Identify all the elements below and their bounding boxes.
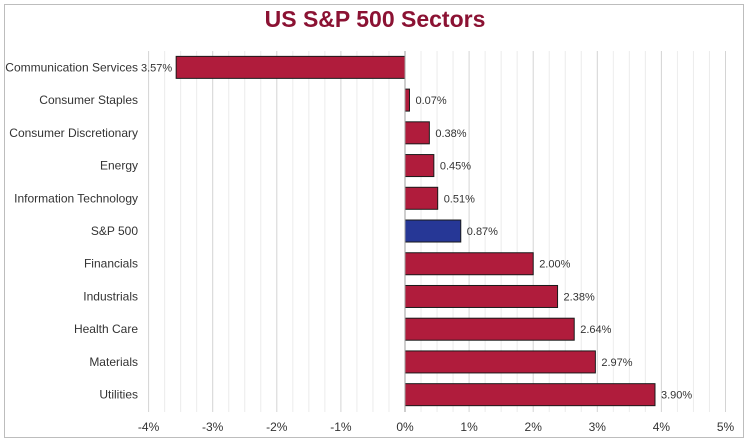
data-label: 2.97% [601, 357, 632, 369]
data-label: 0.87% [467, 226, 498, 238]
category-label: Consumer Discretionary [9, 126, 138, 140]
category-label: Health Care [74, 322, 138, 336]
x-tick-label: -2% [266, 420, 288, 434]
bar [404, 88, 410, 112]
x-tick-label: 4% [653, 420, 671, 434]
bar [404, 154, 435, 178]
category-label: S&P 500 [91, 224, 138, 238]
data-label: 0.51% [444, 193, 475, 205]
data-label: 0.38% [435, 128, 466, 140]
bar [404, 284, 559, 308]
x-tick-label: -4% [138, 420, 160, 434]
category-label: Materials [89, 355, 138, 369]
data-label: 3.90% [661, 390, 692, 402]
data-label: 0.07% [415, 95, 446, 107]
x-tick-label: 2% [525, 420, 543, 434]
bar [404, 383, 656, 407]
bar [404, 219, 462, 243]
x-tick-label: 0% [396, 420, 414, 434]
data-label: 0.45% [440, 161, 471, 173]
category-label: Financials [84, 257, 138, 271]
bar [175, 55, 406, 79]
category-label: Consumer Staples [39, 93, 138, 107]
x-tick-label: 5% [717, 420, 735, 434]
bar [404, 186, 439, 210]
data-label: 2.64% [580, 324, 611, 336]
bar [404, 317, 575, 341]
x-tick-label: -1% [330, 420, 352, 434]
x-tick-label: 1% [460, 420, 478, 434]
data-label: 2.38% [564, 291, 595, 303]
bar [404, 252, 534, 276]
category-label: Information Technology [14, 191, 138, 205]
category-label: Industrials [83, 289, 138, 303]
x-tick-label: -3% [202, 420, 224, 434]
data-label: 3.57% [141, 62, 172, 74]
category-label: Energy [100, 159, 138, 173]
bars [175, 51, 656, 412]
x-tick-label: 3% [589, 420, 607, 434]
chart-title: US S&P 500 Sectors [264, 6, 486, 32]
category-label: Utilities [99, 388, 138, 402]
bar [404, 121, 430, 145]
grid-lines [148, 51, 726, 412]
data-label: 2.00% [539, 259, 570, 271]
labels: -4% -3% -2% -1% 0% 1% 2% 3% 4% 5% Communication Se… [5, 60, 734, 434]
bar [404, 350, 596, 374]
category-label: Communication Services [5, 60, 138, 74]
